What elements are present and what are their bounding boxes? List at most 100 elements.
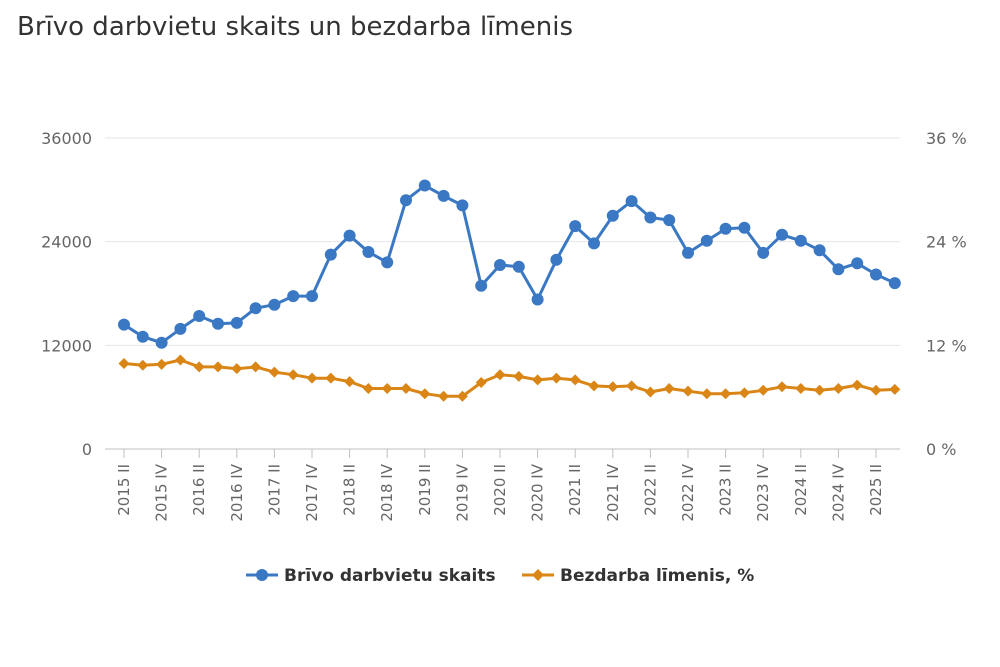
data-point[interactable] <box>738 221 751 234</box>
data-point[interactable] <box>174 354 186 366</box>
data-point[interactable] <box>381 256 394 269</box>
data-point[interactable] <box>700 234 713 247</box>
data-point[interactable] <box>663 214 676 227</box>
data-point[interactable] <box>588 237 600 250</box>
data-point[interactable] <box>682 385 694 397</box>
data-point[interactable] <box>268 298 281 311</box>
data-point[interactable] <box>437 189 450 202</box>
data-point[interactable] <box>494 369 506 381</box>
data-point[interactable] <box>531 293 544 306</box>
data-point[interactable] <box>118 318 130 331</box>
data-point[interactable] <box>438 390 450 402</box>
data-point[interactable] <box>250 361 262 373</box>
data-point[interactable] <box>344 376 356 388</box>
y-left-tick-label: 0 <box>82 440 92 459</box>
x-tick-label: 2024 IV <box>829 463 847 521</box>
data-point[interactable] <box>625 195 638 208</box>
data-point[interactable] <box>212 317 224 330</box>
data-point[interactable] <box>720 388 732 400</box>
data-point[interactable] <box>888 277 901 290</box>
data-point[interactable] <box>813 244 826 257</box>
data-point[interactable] <box>400 194 412 207</box>
data-point[interactable] <box>870 268 882 281</box>
x-tick-label: 2015 IV <box>153 463 171 521</box>
data-point[interactable] <box>701 388 713 400</box>
data-point[interactable] <box>212 361 224 373</box>
data-point[interactable] <box>324 248 337 261</box>
data-point[interactable] <box>738 387 750 399</box>
data-point[interactable] <box>137 359 149 371</box>
data-point[interactable] <box>682 246 694 259</box>
data-point[interactable] <box>795 383 807 395</box>
data-point[interactable] <box>569 374 581 386</box>
data-point[interactable] <box>362 246 375 258</box>
data-point[interactable] <box>475 376 487 388</box>
data-point[interactable] <box>193 310 206 322</box>
data-point[interactable] <box>418 179 431 192</box>
data-point[interactable] <box>381 383 393 395</box>
data-point[interactable] <box>626 380 638 392</box>
data-point[interactable] <box>644 211 657 224</box>
data-point[interactable] <box>832 383 844 395</box>
data-point[interactable] <box>532 374 544 386</box>
x-tick-label: 2021 II <box>566 464 584 516</box>
data-point[interactable] <box>400 383 412 395</box>
data-point[interactable] <box>794 234 807 247</box>
data-point[interactable] <box>889 383 901 395</box>
data-point[interactable] <box>268 366 280 378</box>
data-point[interactable] <box>193 361 205 373</box>
series-unemployment <box>118 354 901 402</box>
data-point[interactable] <box>306 372 318 384</box>
data-point[interactable] <box>588 380 600 392</box>
data-point[interactable] <box>757 384 769 396</box>
x-tick-label: 2022 II <box>641 464 659 516</box>
data-point[interactable] <box>136 330 149 343</box>
y-left-tick-label: 12000 <box>41 336 92 355</box>
data-point[interactable] <box>306 290 318 303</box>
data-point[interactable] <box>776 228 788 241</box>
data-point[interactable] <box>231 363 243 375</box>
data-point[interactable] <box>832 263 845 276</box>
data-point[interactable] <box>456 390 468 402</box>
data-point[interactable] <box>155 336 168 349</box>
data-point[interactable] <box>343 229 356 242</box>
data-point[interactable] <box>456 199 469 212</box>
data-point[interactable] <box>814 384 826 396</box>
data-point[interactable] <box>550 372 562 384</box>
data-point[interactable] <box>719 222 732 235</box>
x-tick-label: 2021 IV <box>604 463 622 521</box>
data-point[interactable] <box>644 386 656 398</box>
data-point[interactable] <box>419 388 431 400</box>
data-point[interactable] <box>512 260 525 273</box>
data-point[interactable] <box>174 322 187 335</box>
data-point[interactable] <box>513 370 525 382</box>
x-tick-label: 2018 IV <box>378 463 396 521</box>
data-point[interactable] <box>550 253 563 266</box>
data-point[interactable] <box>606 209 619 222</box>
data-point[interactable] <box>325 372 337 384</box>
data-point[interactable] <box>851 257 864 270</box>
x-tick-label: 2020 II <box>491 464 509 516</box>
data-point[interactable] <box>249 302 262 315</box>
data-point[interactable] <box>569 220 582 233</box>
data-point[interactable] <box>156 358 168 370</box>
legend[interactable]: Brīvo darbvietu skaits Bezdarba līmenis,… <box>246 566 754 586</box>
y-right-tick-label: 24 % <box>926 233 967 252</box>
data-point[interactable] <box>118 357 130 369</box>
data-point[interactable] <box>776 381 788 393</box>
x-tick-label: 2024 II <box>792 464 810 516</box>
legend-item-vacancies[interactable]: Brīvo darbvietu skaits <box>246 566 496 586</box>
data-point[interactable] <box>757 246 770 259</box>
data-point[interactable] <box>870 384 882 396</box>
data-point[interactable] <box>287 369 299 381</box>
data-point[interactable] <box>287 290 300 303</box>
data-point[interactable] <box>475 279 488 292</box>
data-point[interactable] <box>851 379 863 391</box>
y-right-tick-label: 0 % <box>926 440 956 459</box>
legend-item-unemployment[interactable]: Bezdarba līmenis, % <box>522 566 754 586</box>
data-point[interactable] <box>362 383 374 395</box>
data-point[interactable] <box>494 259 506 271</box>
data-point[interactable] <box>663 383 675 395</box>
data-point[interactable] <box>607 381 619 393</box>
data-point[interactable] <box>230 316 243 329</box>
